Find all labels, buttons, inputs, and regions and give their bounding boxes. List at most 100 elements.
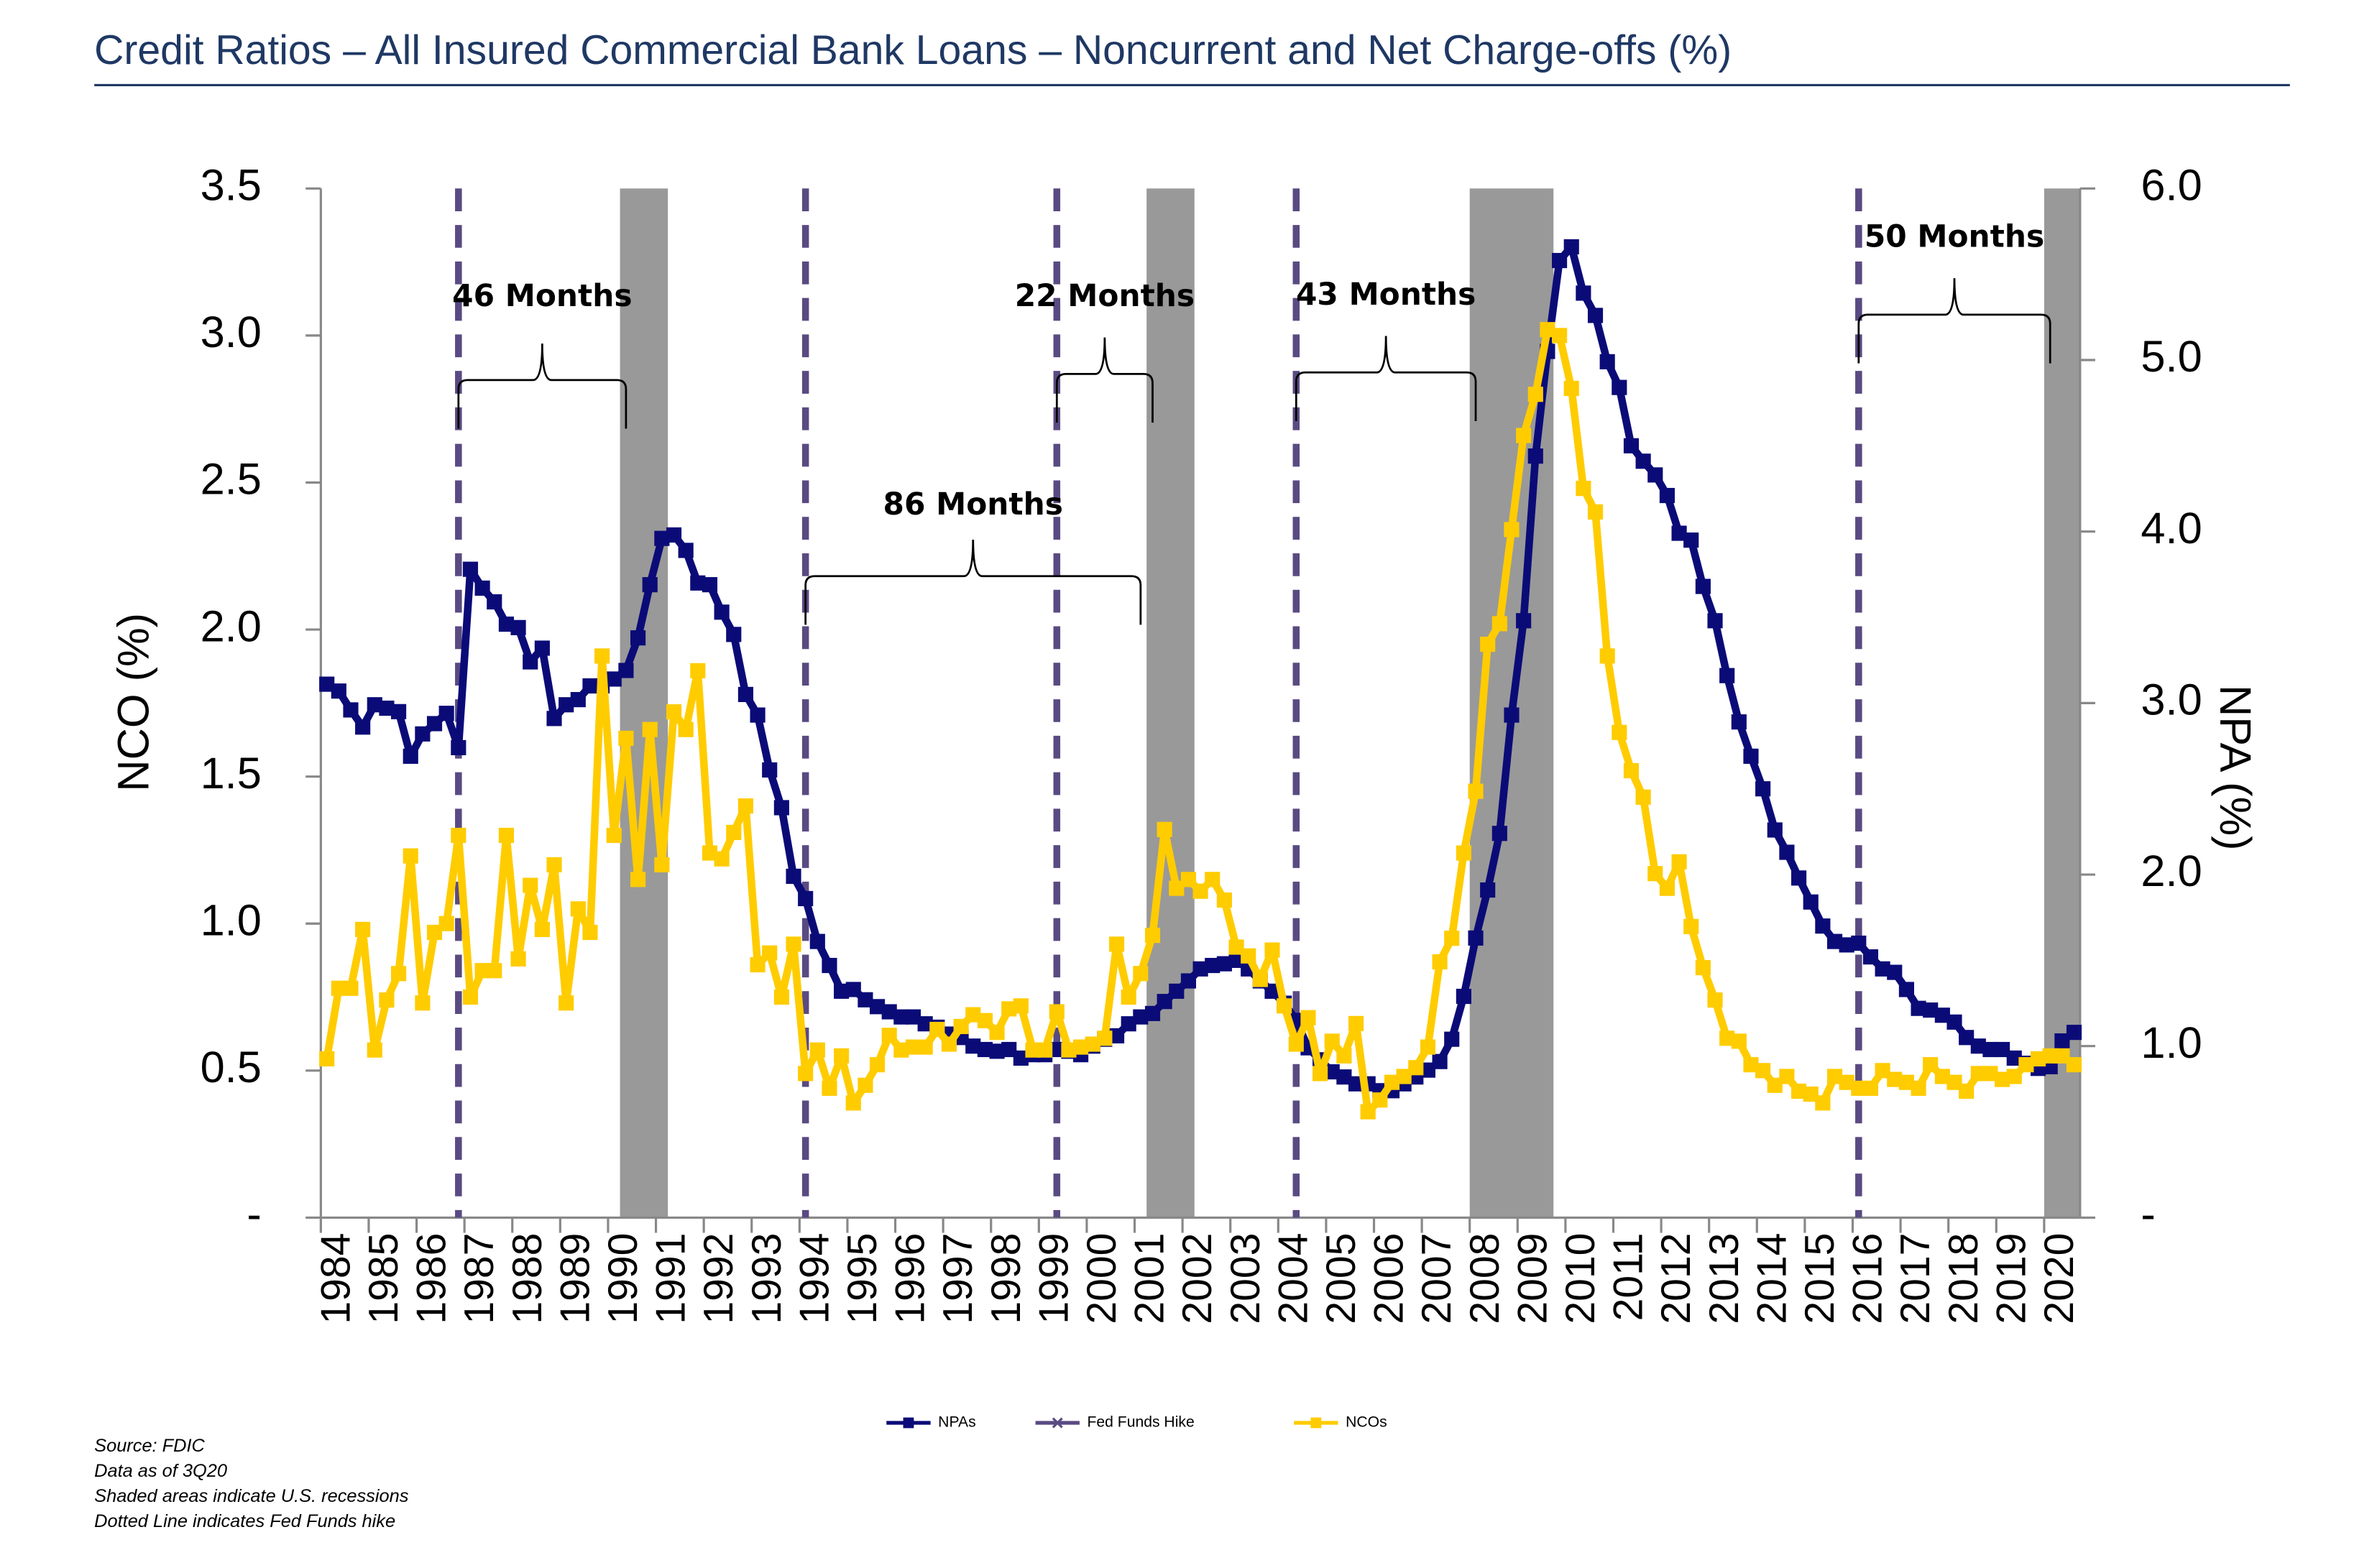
marker	[1875, 961, 1890, 977]
x-tick-label: 1987	[456, 1233, 502, 1324]
x-tick-label: 1992	[696, 1233, 742, 1324]
y-tick-label: 3.0	[201, 307, 262, 356]
marker	[1264, 983, 1280, 999]
marker	[1516, 428, 1532, 443]
marker	[498, 616, 515, 632]
y-tick-label: 0.5	[201, 1042, 262, 1092]
marker	[822, 957, 837, 974]
marker	[822, 1080, 837, 1096]
bracket	[1295, 336, 1477, 421]
y-tick-label: 2.5	[201, 454, 262, 504]
marker	[845, 1095, 861, 1111]
marker	[1887, 964, 1903, 980]
marker	[1851, 1080, 1867, 1096]
marker	[1205, 872, 1221, 887]
bracket	[1055, 337, 1154, 423]
marker	[1061, 1042, 1077, 1058]
marker	[1731, 1033, 1747, 1049]
marker	[1420, 1062, 1436, 1078]
marker	[893, 1009, 909, 1025]
marker	[1432, 954, 1448, 970]
legend-label: Fed Funds Hike	[1088, 1414, 1195, 1431]
marker	[1743, 748, 1759, 764]
marker	[331, 980, 346, 996]
marker	[1791, 1083, 1807, 1099]
marker	[391, 966, 407, 982]
marker	[510, 951, 526, 967]
x-tick-label: 2017	[1893, 1233, 1939, 1324]
marker	[1552, 252, 1568, 269]
marker	[786, 868, 801, 885]
y-tick-label: 3.5	[201, 160, 262, 210]
marker	[1348, 1015, 1364, 1031]
x-tick-label: 2013	[1701, 1233, 1747, 1324]
marker	[1946, 1074, 1962, 1090]
marker	[2066, 1025, 2082, 1041]
marker	[2030, 1051, 2046, 1067]
marker	[1875, 1063, 1890, 1079]
marker	[1241, 948, 1256, 964]
x-tick-label: 1996	[888, 1233, 934, 1324]
marker	[953, 1018, 969, 1035]
marker	[642, 577, 658, 593]
x-tick-label: 2018	[1941, 1233, 1987, 1324]
marker	[1360, 1104, 1376, 1120]
annotation: 50 Months	[1865, 219, 2044, 254]
marker	[1192, 883, 1208, 899]
x-tick-label: 1988	[505, 1233, 551, 1324]
x-tick-label: 2000	[1079, 1233, 1125, 1324]
marker	[606, 827, 622, 844]
marker	[1288, 1036, 1304, 1052]
marker	[1923, 1002, 1939, 1018]
marker	[1851, 935, 1867, 951]
marker	[391, 704, 407, 719]
marker	[1815, 1095, 1831, 1111]
marker	[1995, 1041, 2010, 1058]
x-tick-label: 1994	[791, 1233, 837, 1324]
marker	[630, 630, 646, 646]
x-tick-label: 1985	[361, 1233, 407, 1324]
marker	[1612, 379, 1627, 395]
marker	[618, 730, 634, 747]
bracket	[804, 539, 1142, 625]
marker	[1121, 1016, 1136, 1032]
marker	[558, 995, 574, 1011]
recession-band	[620, 188, 668, 1218]
marker	[750, 956, 766, 973]
marker	[355, 921, 371, 937]
marker	[1336, 1069, 1352, 1085]
marker	[451, 827, 466, 844]
marker	[546, 857, 562, 872]
marker	[451, 739, 466, 755]
marker	[1480, 636, 1496, 652]
marker	[1491, 826, 1507, 841]
x-tick-label: 1986	[409, 1233, 455, 1324]
marker	[809, 1042, 825, 1058]
marker	[355, 719, 371, 735]
marker	[415, 726, 431, 742]
marker	[1336, 1048, 1352, 1064]
legend-marker	[1310, 1417, 1322, 1429]
marker	[654, 857, 670, 872]
marker	[379, 700, 395, 716]
footnote: Source: FDIC	[94, 1436, 205, 1456]
marker	[462, 561, 479, 577]
marker	[834, 983, 850, 999]
marker	[415, 995, 431, 1011]
marker	[606, 671, 622, 687]
marker	[1516, 613, 1532, 629]
marker	[773, 800, 789, 816]
annotation: 86 Months	[883, 486, 1063, 522]
marker	[1923, 1057, 1939, 1073]
marker	[965, 1007, 981, 1023]
marker	[1695, 960, 1711, 976]
marker	[523, 654, 538, 670]
marker	[1013, 998, 1029, 1014]
marker	[1169, 880, 1185, 896]
marker	[1635, 453, 1651, 469]
y2-tick-label: 5.0	[2141, 331, 2202, 381]
x-tick-label: 1997	[935, 1233, 981, 1324]
x-tick-label: 2010	[1558, 1233, 1604, 1324]
y2-tick-label: 4.0	[2141, 503, 2202, 553]
marker	[474, 580, 490, 596]
